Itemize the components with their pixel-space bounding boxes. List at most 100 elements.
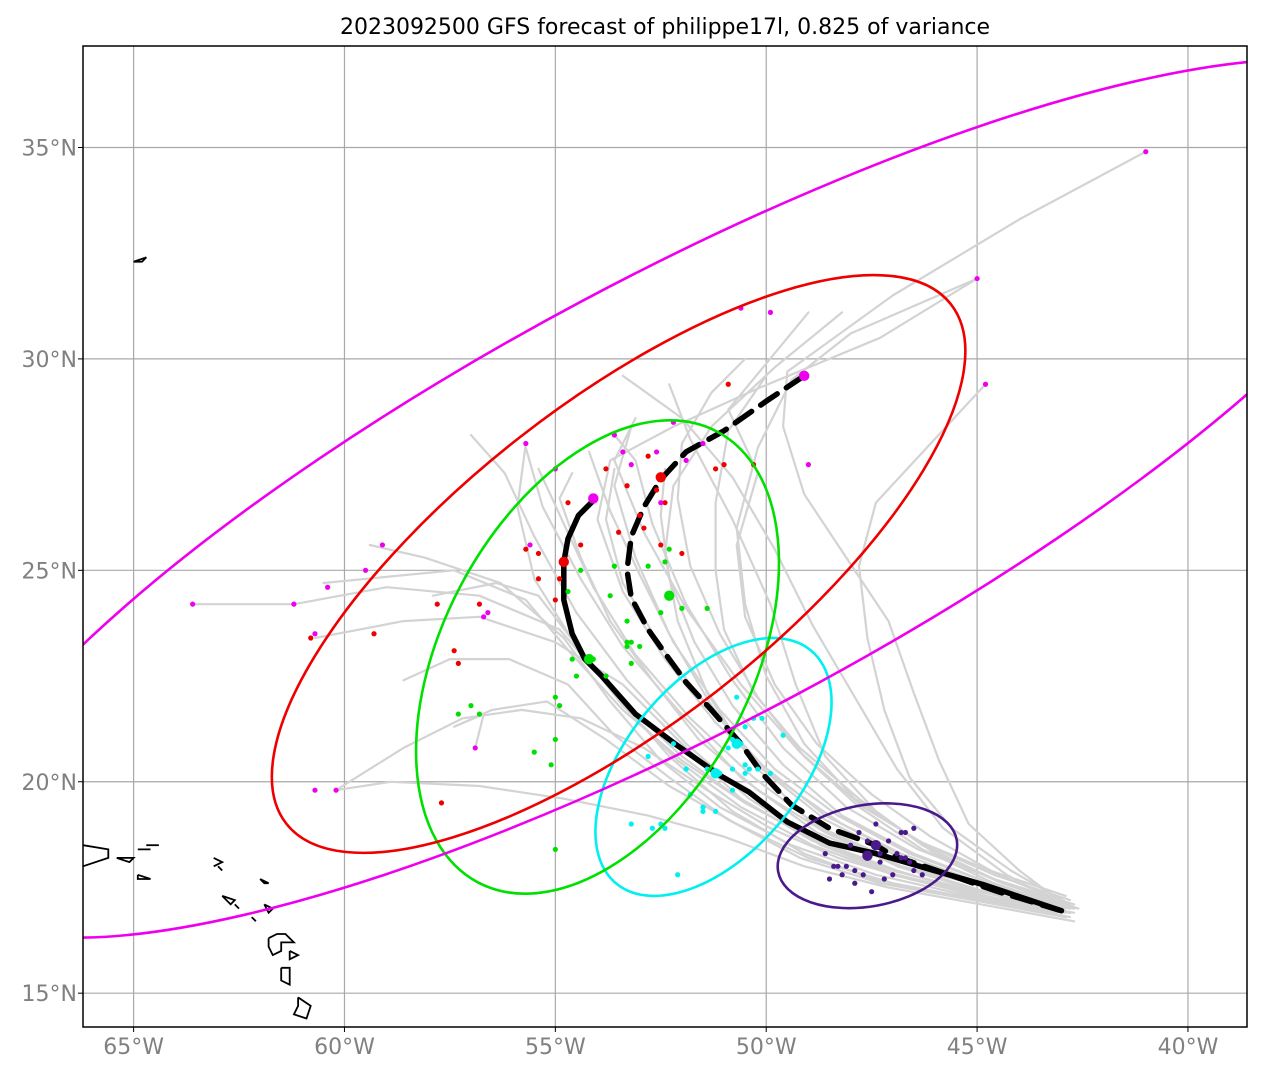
- ensemble-member-tracks: [191, 150, 1147, 923]
- green-forecast-point-20: [468, 703, 474, 709]
- cyan-forecast-point-12: [700, 808, 706, 814]
- green-forecast-point-16: [628, 639, 634, 645]
- mean-track-dashed: [624, 373, 1065, 914]
- cyan-forecast-point-26: [725, 745, 731, 751]
- green-forecast-point-22: [552, 736, 558, 743]
- green-forecast-point-23: [578, 567, 584, 573]
- coastline-14: [288, 950, 301, 961]
- purple-forecast-point-4: [843, 863, 849, 869]
- red-forecast-point-6: [556, 576, 563, 582]
- green-forecast-point-11: [666, 546, 672, 552]
- lon-tick-label-1: 60°W: [314, 1035, 375, 1060]
- red-forecast-point-24: [624, 483, 630, 489]
- magenta-forecast-point-19: [379, 542, 386, 548]
- green-forecast-point-13: [603, 673, 609, 679]
- purple-forecast-point-17: [860, 872, 866, 878]
- purple-forecast-point-6: [881, 876, 887, 882]
- cyan-forecast-point-28: [649, 825, 655, 831]
- cyan-forecast-point-5: [670, 741, 677, 747]
- green-forecast-point-7: [611, 563, 617, 569]
- red-forecast-point-15: [641, 525, 647, 531]
- cyan-forecast-point-4: [700, 804, 706, 810]
- red-forecast-point-13: [565, 500, 571, 506]
- purple-forecast-point-7: [902, 829, 908, 836]
- cyan-forecast-point-10: [662, 825, 668, 831]
- red-forecast-point-17: [725, 381, 731, 387]
- lon-tick-label-3: 50°W: [736, 1035, 797, 1060]
- purple-forecast-point-22: [856, 829, 862, 836]
- purple-forecast-point-19: [839, 872, 845, 878]
- lat-tick-label-2: 25°N: [22, 559, 77, 584]
- magenta-forecast-point-13: [523, 440, 529, 447]
- cyan-forecast-point-27: [767, 770, 774, 776]
- magenta-forecast-point-17: [683, 457, 689, 463]
- red-mean-position-0: [655, 472, 666, 483]
- red-forecast-point-7: [603, 466, 609, 472]
- member-track-8: [469, 433, 1071, 914]
- magenta-forecast-point-12: [982, 381, 989, 387]
- magenta-forecast-point-25: [653, 449, 660, 455]
- purple-forecast-point-28: [831, 863, 837, 869]
- magenta-forecast-point-11: [974, 275, 980, 282]
- map-gridlines: [83, 46, 1247, 1027]
- red-forecast-point-4: [616, 529, 622, 535]
- member-track-2: [663, 311, 1071, 906]
- magenta-forecast-point-15: [767, 309, 774, 315]
- axis-tick-labels: 65°W 60°W 55°W 50°W 45°W 40°W 15°N 20°N 25°N 30°N…: [22, 136, 1219, 1060]
- magenta-forecast-point-14: [1143, 149, 1149, 155]
- cyan-mean-position-1: [710, 768, 721, 779]
- green-forecast-point-26: [704, 605, 710, 611]
- cyan-forecast-point-20: [742, 724, 748, 730]
- magenta-forecast-point-27: [312, 787, 318, 793]
- red-forecast-point-5: [662, 500, 668, 506]
- member-track-24: [334, 780, 1076, 923]
- coastline-9: [234, 903, 240, 910]
- green-forecast-point-25: [658, 610, 664, 616]
- red-forecast-point-23: [455, 660, 461, 666]
- coastline-7: [217, 865, 223, 872]
- magenta-mean-position-0: [798, 370, 810, 382]
- purple-forecast-point-10: [847, 842, 854, 848]
- magenta-forecast-point-26: [333, 787, 339, 793]
- red-forecast-point-9: [476, 601, 483, 607]
- purple-forecast-point-8: [890, 872, 896, 878]
- map-title: 2023092500 GFS forecast of philippe17l, …: [340, 15, 990, 40]
- member-track-0: [524, 446, 1071, 910]
- magenta-mean-position-1: [588, 493, 599, 504]
- green-forecast-point-5: [556, 703, 563, 709]
- red-forecast-point-8: [645, 453, 651, 459]
- lon-tick-label-2: 55°W: [525, 1035, 586, 1060]
- red-mean-position-1: [558, 556, 569, 568]
- green-forecast-point-6: [679, 605, 685, 611]
- magenta-forecast-point-8: [325, 584, 331, 590]
- cyan-forecast-point-29: [683, 766, 689, 772]
- green-mean-position-0: [664, 590, 675, 601]
- green-forecast-point-15: [637, 643, 643, 650]
- purple-forecast-point-25: [864, 838, 871, 844]
- member-track-17: [558, 472, 1071, 914]
- member-track-29: [676, 357, 1071, 910]
- cyan-forecast-point-11: [746, 766, 752, 772]
- green-forecast-point-17: [476, 711, 483, 717]
- purple-forecast-point-13: [911, 825, 917, 831]
- green-uncertainty-ellipse: [414, 419, 781, 895]
- member-track-25: [453, 700, 1071, 919]
- red-forecast-point-21: [679, 550, 685, 557]
- coastline-8: [221, 895, 237, 906]
- red-forecast-point-27: [438, 800, 445, 806]
- red-forecast-point-2: [713, 466, 719, 472]
- green-forecast-point-10: [624, 643, 630, 650]
- magenta-forecast-point-2: [481, 614, 487, 620]
- member-track-26: [659, 467, 1071, 910]
- coastline-layer: [83, 256, 312, 1020]
- member-track-15: [782, 150, 1147, 910]
- red-forecast-point-18: [653, 487, 660, 493]
- lon-tick-label-4: 45°W: [947, 1035, 1008, 1060]
- cyan-forecast-point-7: [780, 732, 786, 738]
- coastline-12: [251, 916, 257, 922]
- purple-forecast-point-15: [877, 851, 883, 857]
- lat-tick-label-4: 35°N: [22, 136, 77, 161]
